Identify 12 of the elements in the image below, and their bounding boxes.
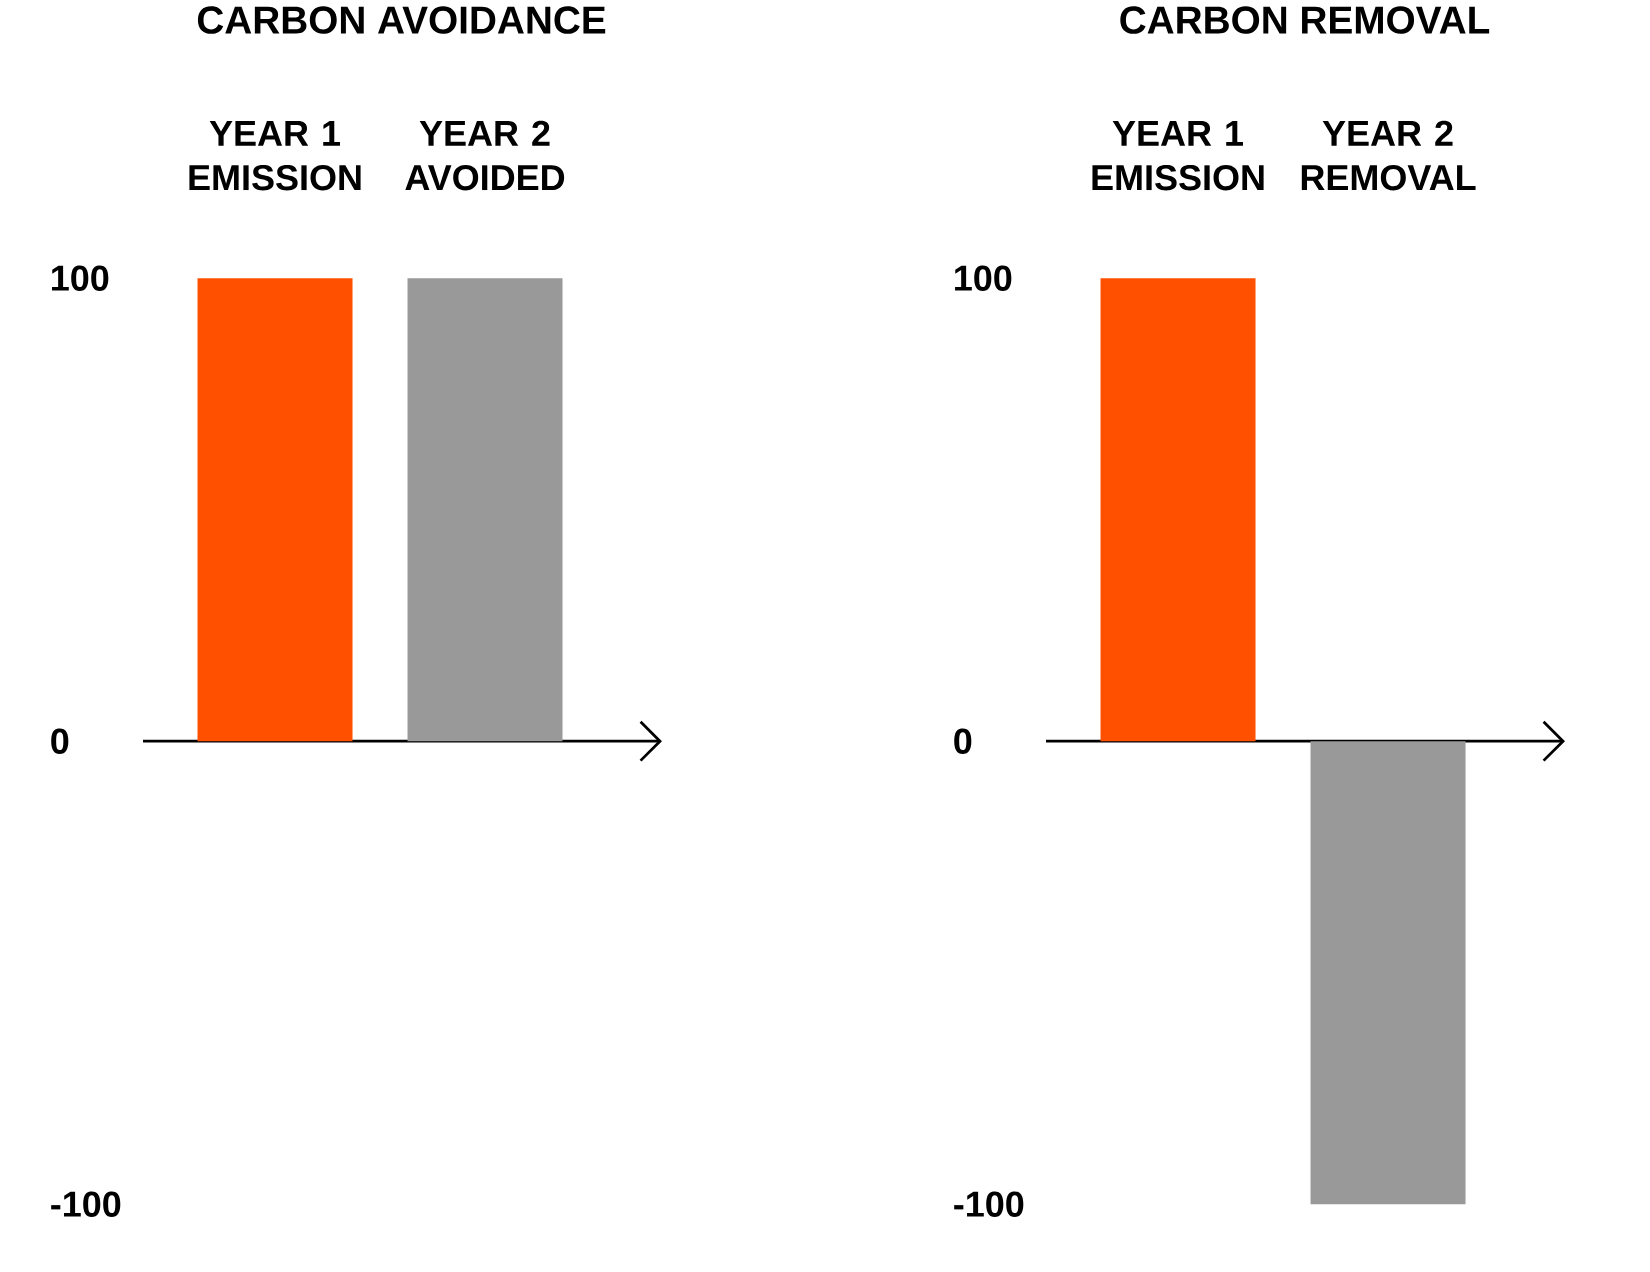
y-tick-label: 100 bbox=[52, 265, 109, 291]
y-tick-label: 0 bbox=[51, 728, 69, 754]
y-tick-label: -100 bbox=[954, 1191, 1024, 1217]
x-tick-label: YEAR 2 AVOIDED bbox=[405, 120, 565, 191]
y-tick-label: -100 bbox=[51, 1191, 121, 1217]
y-tick-label: 0 bbox=[954, 728, 972, 754]
x-tick-label: YEAR 1 EMISSION bbox=[1092, 120, 1264, 191]
chart-title: CARBON AVOIDANCE bbox=[197, 6, 606, 34]
x-tick-label: YEAR 2 REMOVAL bbox=[1301, 120, 1476, 191]
y-tick-label: 100 bbox=[955, 265, 1012, 291]
x-tick-label: YEAR 1 EMISSION bbox=[189, 120, 361, 191]
chart-title: CARBON REMOVAL bbox=[1120, 6, 1490, 34]
